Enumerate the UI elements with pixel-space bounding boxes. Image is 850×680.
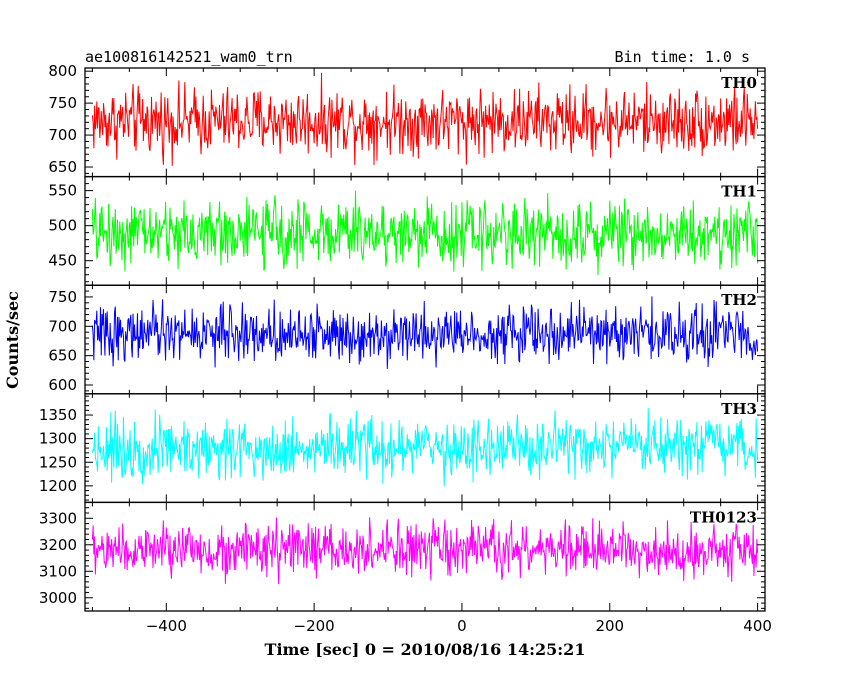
x-tick-label: 200 (595, 617, 624, 635)
series-line-th0123 (91, 517, 759, 585)
y-tick-label: 550 (48, 182, 77, 200)
x-tick-label: −200 (294, 617, 335, 635)
panel-label-th3: TH3 (721, 400, 757, 418)
x-tick-label: −400 (146, 617, 187, 635)
panels: 650 700 750 800 TH0 450 500 550 TH1 600 650 700 750 T… (39, 62, 766, 612)
panel-th1: 450 500 550 TH1 (48, 175, 766, 286)
y-tick-label: 700 (48, 317, 77, 335)
y-tick-label: 450 (48, 252, 77, 270)
y-tick-label: 650 (48, 158, 77, 176)
x-tick-label: 0 (457, 617, 467, 635)
y-tick-label: 600 (48, 376, 77, 394)
series-line-th0 (91, 72, 759, 166)
y-tick-label: 500 (48, 217, 77, 235)
x-axis-tick-labels: −400 −200 0 200 400 (146, 617, 772, 635)
x-axis-title: Time [sec] 0 = 2010/08/16 14:25:21 (265, 640, 586, 659)
panel-label-th1: TH1 (721, 183, 757, 201)
panel-th0123: 3000 3100 3200 3300 TH0123 (39, 501, 766, 612)
y-tick-label: 1250 (39, 453, 77, 471)
chart-title: ae100816142521_wam0_trn (85, 48, 293, 66)
panel-label-th2: TH2 (721, 291, 757, 309)
y-tick-label: 3200 (39, 536, 77, 554)
y-axis-title: Counts/sec (3, 291, 22, 389)
x-tick-label: 400 (743, 617, 772, 635)
panel-th3: 1200 1250 1300 1350 TH3 (39, 393, 766, 504)
series-line-th2 (91, 296, 759, 369)
y-tick-label: 3300 (39, 509, 77, 527)
y-tick-label: 800 (48, 62, 77, 80)
bin-time-label: Bin time: 1.0 s (615, 48, 750, 66)
y-tick-label: 3100 (39, 562, 77, 580)
y-tick-label: 1300 (39, 430, 77, 448)
panel-label-th0123: TH0123 (690, 508, 757, 526)
y-tick-label: 3000 (39, 589, 77, 607)
y-tick-label: 750 (48, 94, 77, 112)
y-tick-label: 1200 (39, 477, 77, 495)
y-tick-label: 1350 (39, 406, 77, 424)
series-line-th1 (91, 190, 759, 276)
y-tick-label: 700 (48, 126, 77, 144)
panel-th2: 600 650 700 750 TH2 (48, 284, 766, 395)
panel-label-th0: TH0 (721, 74, 757, 92)
panel-th0: 650 700 750 800 TH0 (48, 62, 766, 178)
y-tick-label: 750 (48, 288, 77, 306)
y-tick-label: 650 (48, 347, 77, 365)
series-line-th3 (91, 408, 759, 487)
